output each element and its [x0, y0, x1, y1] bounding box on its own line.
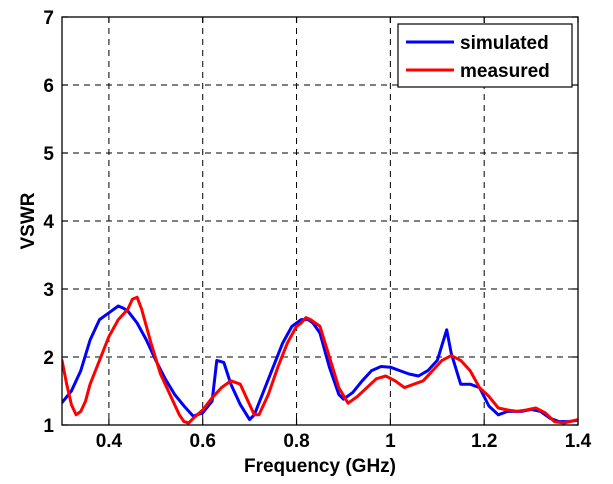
- x-tick-label: 0.4: [96, 431, 123, 452]
- legend-box: [397, 23, 573, 88]
- x-tick-label: 1.2: [471, 431, 497, 452]
- axis-ticks: [62, 16, 579, 426]
- y-axis-label: VSWR: [18, 192, 39, 249]
- x-tick-label: 0.8: [283, 431, 309, 452]
- series-layer: [62, 295, 578, 425]
- x-tick-label: 0.6: [190, 431, 216, 452]
- x-tick-labels: 0.4 0.6 0.8 1 1.2 1.4: [96, 431, 592, 452]
- y-tick-label: 7: [43, 8, 54, 29]
- legend-label-simulated: simulated: [460, 33, 549, 54]
- x-axis-label: Frequency (GHz): [244, 456, 396, 477]
- y-tick-labels: 1 2 3 4 5 6 7: [43, 8, 54, 437]
- y-tick-label: 6: [43, 76, 54, 97]
- x-tick-label: 1: [385, 431, 396, 452]
- legend-label-measured: measured: [460, 61, 550, 82]
- legend: simulated measured: [397, 23, 573, 88]
- x-tick-label: 1.4: [565, 431, 592, 452]
- y-tick-label: 3: [43, 280, 54, 301]
- y-tick-label: 2: [43, 348, 54, 369]
- grid-lines: [62, 17, 578, 425]
- y-tick-label: 1: [43, 416, 54, 437]
- y-tick-label: 4: [43, 212, 54, 233]
- series-line-measured: [62, 295, 578, 425]
- y-tick-label: 5: [43, 144, 54, 165]
